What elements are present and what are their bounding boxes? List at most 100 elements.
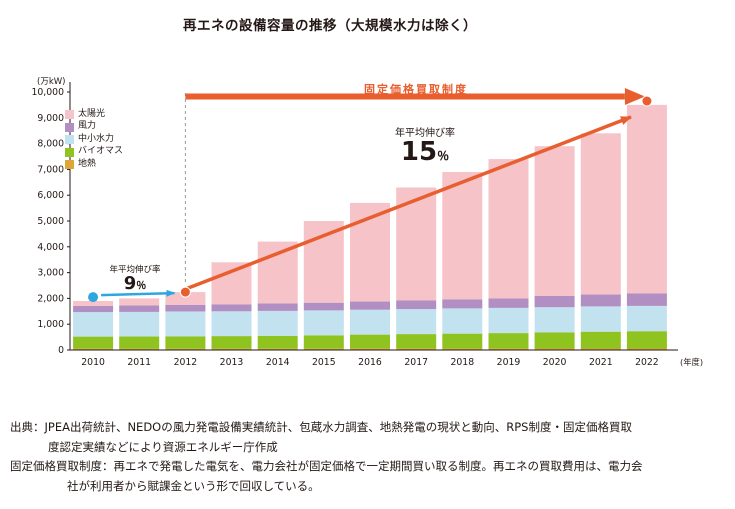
capacity-stacked-bar-chart: 2010 2011 2012 2013 2014 2015 2016 2017 2018 2019… <box>31 82 703 368</box>
bar-segment-中小水力 <box>488 307 529 334</box>
y-tick-label: 8,000 <box>37 139 64 150</box>
bar-segment-バイオマス <box>211 336 252 349</box>
legend-label: 地熱 <box>78 158 97 169</box>
bar-segment-風力 <box>396 300 437 310</box>
fit-arrow-head <box>624 88 645 105</box>
growth-rate-before-fit: 年平均伸び率 9％ <box>85 263 185 294</box>
bar-segment-風力 <box>442 299 483 309</box>
legend-label: バイオマス <box>78 146 124 157</box>
legend-label: 中小水力 <box>78 133 115 144</box>
bar-segment-風力 <box>257 303 298 311</box>
chart-title: 再エネの設備容量の推移（大規模水力は除く） <box>183 18 477 34</box>
bar-segment-バイオマス <box>119 336 160 349</box>
source-note-line-1: 出典：JPEA出荷統計、NEDOの風力発電設備実績統計、包蔵水力調査、地熱発電の… <box>10 420 632 434</box>
bar-segment-太陽光 <box>303 221 344 303</box>
source-note-line-2: 度認定実績などにより資源エネルギー庁作成 <box>48 439 278 454</box>
bar-segment-地熱 <box>488 348 529 350</box>
bar-segment-バイオマス <box>580 331 621 349</box>
bar-segment-中小水力 <box>442 308 483 334</box>
legend-swatch <box>65 160 74 169</box>
legend-swatch <box>65 135 74 145</box>
bar-segment-中小水力 <box>534 307 575 333</box>
legend-item-3: バイオマス <box>65 146 124 157</box>
y-axis-unit-label: (万kW) <box>37 77 66 87</box>
y-tick-label: 1,000 <box>37 319 64 330</box>
y-tick-label: 3,000 <box>37 268 64 279</box>
x-tick-label: 2010 <box>81 357 105 368</box>
bar-segment-中小水力 <box>303 310 344 336</box>
y-tick-label: 5,000 <box>37 216 64 227</box>
bar-segment-太陽光 <box>73 301 114 306</box>
legend-item-2: 中小水力 <box>65 133 123 145</box>
y-tick-label: 0 <box>58 345 64 356</box>
bar-segment-中小水力 <box>580 306 621 332</box>
growth-rate-before-fit-value: 9％ <box>123 273 147 294</box>
x-tick-label: 2020 <box>543 357 567 368</box>
x-tick-label: 2022 <box>635 357 659 368</box>
bar-segment-風力 <box>73 305 114 313</box>
bar-segment-風力 <box>165 304 206 312</box>
bar-segment-バイオマス <box>396 334 437 349</box>
bar-segment-風力 <box>626 293 667 306</box>
bar-segment-バイオマス <box>257 335 298 349</box>
legend-item-0: 太陽光 <box>65 109 123 120</box>
bar-segment-太陽光 <box>257 241 298 304</box>
bar-segment-太陽光 <box>165 292 206 305</box>
y-tick-label: 6,000 <box>37 190 64 201</box>
x-tick-label: 2016 <box>358 357 382 368</box>
bar-segment-中小水力 <box>73 312 114 337</box>
fit-definition-line-1: 固定価格買取制度：再エネで発電した電気を、電力会社が固定価格で一定期間買い取る制… <box>10 459 643 474</box>
bar-segment-風力 <box>488 298 529 308</box>
bar-segment-バイオマス <box>534 332 575 349</box>
x-tick-label: 2021 <box>589 357 613 368</box>
x-tick-label: 2012 <box>174 357 198 368</box>
bar-segment-地熱 <box>534 348 575 350</box>
bar-segment-太陽光 <box>211 262 252 305</box>
percent-sign: ％ <box>136 281 147 292</box>
bar-segment-風力 <box>534 295 575 308</box>
fit-arrow-shaft <box>185 93 625 100</box>
fit-definition-line-2: 社が利用者から賦課金という形で回収している。 <box>67 478 320 493</box>
y-tick-label: 4,000 <box>37 242 64 253</box>
x-tick-label: 2011 <box>127 357 151 368</box>
legend-swatch <box>65 122 74 132</box>
x-tick-label: 2019 <box>497 357 521 368</box>
pre-fit-arrow <box>101 289 176 297</box>
pre-fit-dot <box>88 292 99 303</box>
bar-segment-バイオマス <box>73 336 114 349</box>
y-tick-label: 2,000 <box>37 293 64 304</box>
bar-segment-バイオマス <box>626 331 667 349</box>
x-axis-suffix: (年度) <box>680 357 703 367</box>
bar-segment-太陽光 <box>626 104 667 294</box>
fit-end-dot <box>641 95 653 107</box>
x-tick-label: 2018 <box>450 357 474 368</box>
bar-segment-風力 <box>303 302 344 311</box>
bar-segment-太陽光 <box>488 159 529 299</box>
bar-segment-地熱 <box>396 348 437 350</box>
bar-segment-地熱 <box>211 348 252 350</box>
bar-segment-バイオマス <box>303 335 344 349</box>
bar-segment-中小水力 <box>211 311 252 337</box>
growth-rate-before-fit-label: 年平均伸び率 <box>109 265 161 275</box>
bar-segment-中小水力 <box>626 305 667 332</box>
fit-period-label: 固定価格買取制度 <box>364 83 468 96</box>
bar-segment-地熱 <box>257 348 298 350</box>
legend-item-1: 風力 <box>65 121 123 132</box>
legend-item-4: 地熱 <box>65 158 123 170</box>
bar-segment-中小水力 <box>165 311 206 337</box>
y-tick-label: 9,000 <box>37 113 64 124</box>
growth-arrow <box>184 115 632 291</box>
y-tick-label: 10,000 <box>31 87 64 98</box>
bar-segment-地熱 <box>165 348 206 350</box>
bar-segment-風力 <box>580 294 621 307</box>
bar-segment-太陽光 <box>442 172 483 300</box>
bar-segment-中小水力 <box>350 309 390 335</box>
x-tick-label: 2014 <box>266 357 290 368</box>
growth-rate-after-fit: 年平均伸び率 15％ <box>345 124 505 166</box>
bar-segment-太陽光 <box>119 298 160 306</box>
bar-segment-風力 <box>119 305 160 312</box>
fit-start-dot <box>179 286 191 298</box>
bar-segment-太陽光 <box>580 133 621 295</box>
bar-segment-バイオマス <box>350 334 390 349</box>
